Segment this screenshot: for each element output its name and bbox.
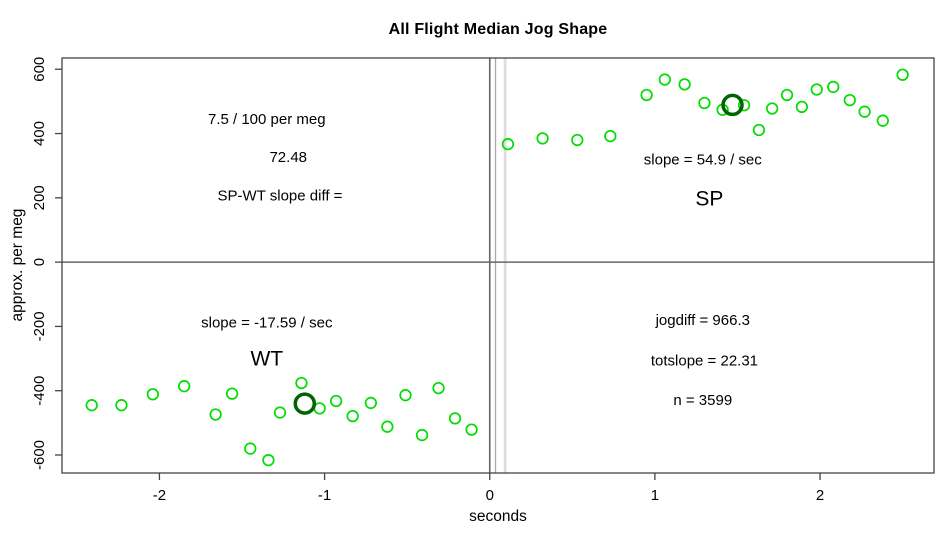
annotation-text: jogdiff = 966.3 xyxy=(655,312,750,329)
y-tick-label: -200 xyxy=(31,311,48,341)
wt-point xyxy=(415,428,429,442)
x-tick-label: 2 xyxy=(816,487,824,504)
sp-point xyxy=(501,138,515,151)
sp-point xyxy=(698,96,711,110)
annotation-text: slope = -17.59 / sec xyxy=(201,314,333,331)
y-tick-label: 400 xyxy=(31,121,48,146)
sp-point xyxy=(896,68,909,81)
annotation-text: 72.48 xyxy=(269,149,307,166)
y-tick-label: 200 xyxy=(31,185,48,210)
annotation-text: WT xyxy=(250,347,283,370)
wt-point xyxy=(115,399,128,412)
annotation-text: n = 3599 xyxy=(673,392,732,409)
sp-highlight-circle xyxy=(721,93,744,117)
sp-point xyxy=(810,83,823,96)
wt-point xyxy=(178,380,191,393)
y-tick-label: -600 xyxy=(31,440,48,470)
x-tick-label: -2 xyxy=(153,487,166,504)
sp-point xyxy=(640,88,653,102)
x-tick-label: 1 xyxy=(651,487,659,504)
sp-point xyxy=(876,114,889,127)
x-axis-label: seconds xyxy=(469,508,527,525)
sp-point xyxy=(678,78,691,91)
y-tick-label: 0 xyxy=(31,258,48,266)
sp-point xyxy=(843,93,856,107)
wt-point xyxy=(381,420,394,433)
sp-point xyxy=(536,132,549,145)
sp-point xyxy=(571,133,584,147)
wt-point xyxy=(85,399,98,412)
sp-point xyxy=(858,105,871,118)
annotation-text: 7.5 / 100 per meg xyxy=(208,111,326,128)
wt-point xyxy=(465,423,478,436)
annotation-text: totslope = 22.31 xyxy=(651,352,758,369)
wt-point xyxy=(146,388,159,401)
x-tick-label: -1 xyxy=(318,487,331,504)
annotation-text: slope = 54.9 / sec xyxy=(644,151,762,168)
sp-point xyxy=(752,123,766,137)
wt-point xyxy=(262,453,275,467)
wt-highlight-circle xyxy=(293,392,317,415)
y-tick-label: 600 xyxy=(31,57,48,82)
plot-frame xyxy=(61,57,935,474)
wt-point xyxy=(295,376,308,390)
sp-point xyxy=(780,88,794,102)
sp-point xyxy=(827,80,840,94)
wt-point xyxy=(448,412,462,425)
wt-point xyxy=(330,394,343,408)
sp-point xyxy=(737,99,751,112)
y-axis-label: approx. per meg xyxy=(9,208,26,322)
wt-point xyxy=(399,389,412,402)
sp-point xyxy=(795,100,809,114)
wt-point xyxy=(244,442,257,455)
wt-point xyxy=(432,381,445,395)
wt-point xyxy=(346,409,359,423)
wt-point xyxy=(225,387,239,400)
x-tick-label: 0 xyxy=(486,487,494,504)
wt-point xyxy=(209,408,222,421)
wt-point xyxy=(273,406,287,419)
annotation-text: SP-WT slope diff = xyxy=(218,187,343,204)
annotation-text: SP xyxy=(695,187,723,210)
chart-title: All Flight Median Jog Shape xyxy=(388,21,608,38)
y-tick-label: -400 xyxy=(31,376,48,406)
sp-point xyxy=(658,73,671,86)
sp-point xyxy=(604,129,617,143)
sp-point xyxy=(766,102,779,115)
wt-point xyxy=(364,396,377,410)
